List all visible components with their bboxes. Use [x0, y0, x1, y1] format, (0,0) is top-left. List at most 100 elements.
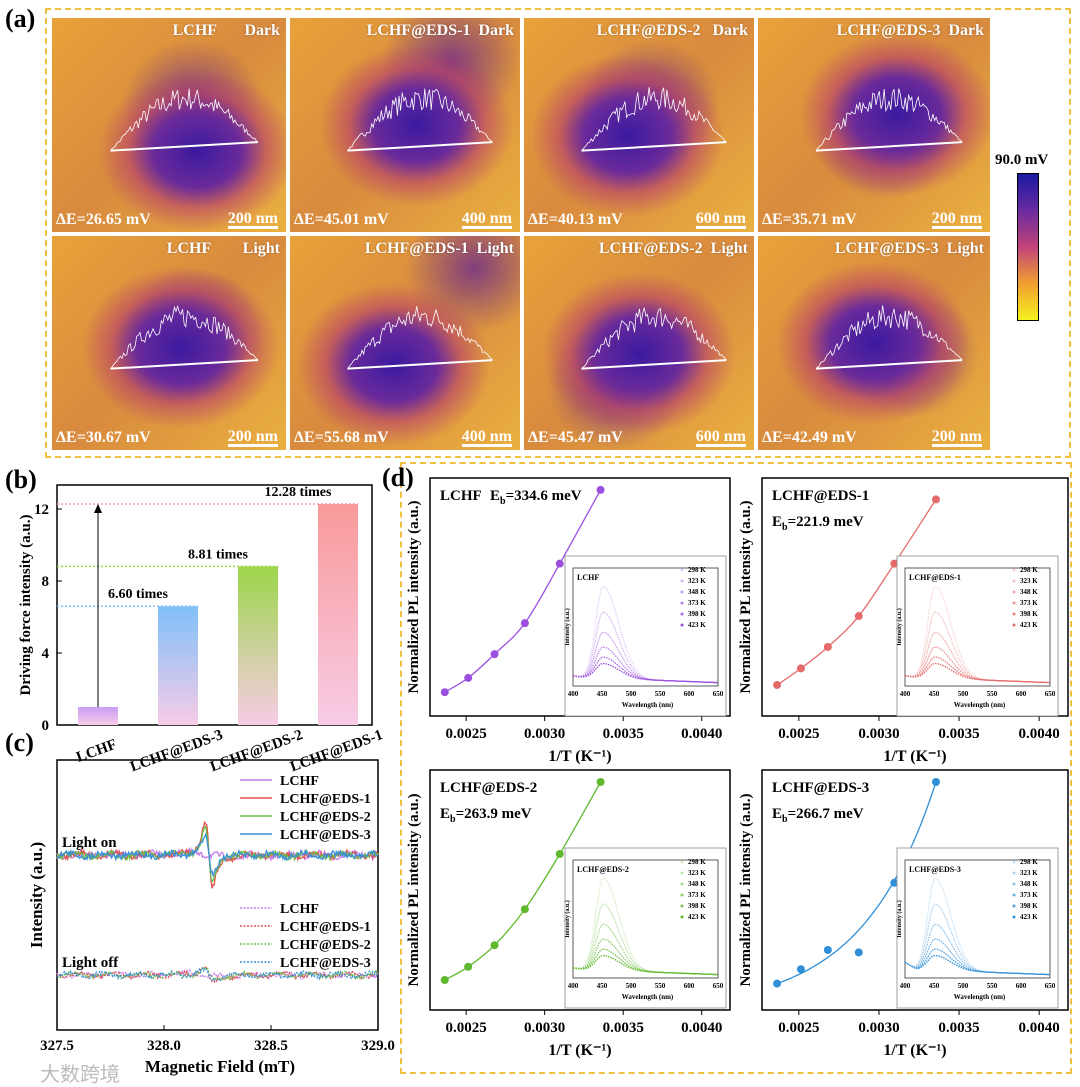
scale-bar-line	[227, 444, 278, 447]
legend-label: LCHF@EDS-1	[280, 920, 371, 935]
panel-c-label: (c)	[5, 728, 34, 757]
scale-bar: 200 nm	[931, 428, 982, 447]
data-point	[440, 688, 449, 697]
line-profile	[110, 304, 259, 370]
inset-legend-marker	[680, 590, 684, 594]
eb-subscript: b	[782, 814, 788, 825]
x-tick-label: 328.5	[254, 1038, 288, 1054]
eb-subscript: b	[450, 814, 456, 825]
data-point	[555, 850, 564, 858]
inset-spectrum	[904, 646, 1050, 684]
scale-bar-label: 400 nm	[461, 210, 512, 227]
inset-x-tick-label: 400	[568, 690, 579, 698]
inset-spectrum	[572, 646, 718, 684]
inset-title: LCHF	[577, 573, 599, 582]
y-tick-label: 12	[34, 502, 49, 518]
inset-spectrum	[904, 662, 1050, 684]
inset-legend-marker	[680, 882, 684, 886]
inset-legend-label: 323 K	[688, 869, 706, 877]
inset-legend-label: 423 K	[688, 913, 706, 921]
inset-legend-marker	[680, 612, 684, 616]
delta-e-value: ΔE=45.47 mV	[528, 429, 623, 446]
inset-axes	[904, 859, 1051, 979]
data-point	[773, 681, 782, 690]
legend-label: LCHF	[280, 902, 319, 917]
inset-legend-marker	[680, 601, 684, 605]
bar-lchf-eds-1	[318, 503, 358, 725]
y-axis-label: Normalized PL intensity (a.u.)	[738, 794, 754, 987]
inset-x-tick-label: 400	[900, 982, 911, 990]
y-axis-label: Normalized PL intensity (a.u.)	[406, 501, 422, 694]
x-tick-label: 0.0040	[1019, 726, 1060, 742]
pl-inset: LCHF@EDS-1 400 450 500 550 600 650 Wavelength (…	[896, 555, 1059, 717]
inset-x-tick-label: 450	[929, 690, 940, 698]
plot-frame	[56, 484, 373, 726]
inset-title: LCHF@EDS-1	[909, 573, 961, 582]
plot-frame	[429, 769, 731, 1011]
inset-legend-marker	[680, 860, 684, 864]
x-axis-label: 1/T (K⁻¹)	[883, 748, 946, 765]
scale-bar: 600 nm	[695, 428, 746, 447]
panel-title: LCHF	[440, 488, 482, 504]
scale-bar: 400 nm	[461, 428, 512, 447]
plot-frame	[761, 769, 1069, 1011]
inset-x-tick-label: 500	[958, 690, 969, 698]
inset-y-axis-label: Intensity (a.u.)	[564, 608, 571, 646]
watermark: 大数跨境	[40, 1062, 120, 1086]
kpfm-map-tile: LCHF@EDS-2 Light ΔE=45.47 mV 600 nm	[524, 236, 754, 450]
inset-title: LCHF@EDS-2	[577, 865, 629, 874]
inset-legend-marker	[1012, 904, 1016, 908]
data-point	[854, 948, 863, 957]
inset-x-axis-label: Wavelength (nm)	[954, 993, 1006, 1001]
inset-legend-marker	[1012, 871, 1016, 875]
inset-x-tick-label: 500	[958, 982, 969, 990]
scale-bar-label: 200 nm	[227, 428, 278, 445]
data-point	[490, 650, 499, 659]
scale-bar-line	[931, 444, 982, 447]
kpfm-map-tile: LCHF@EDS-1 Dark ΔE=45.01 mV 400 nm	[290, 18, 520, 232]
pl-panel-lchf-eds-3: 0.0025 0.0030 0.0035 0.0040 1/T (K⁻¹) Normali…	[738, 769, 1069, 1059]
inset-axes	[572, 859, 719, 979]
inset-x-tick-label: 550	[987, 982, 998, 990]
inset-legend-label: 423 K	[1020, 913, 1038, 921]
delta-e-value: ΔE=26.65 mV	[56, 211, 151, 228]
inset-x-tick-label: 650	[713, 690, 724, 698]
arrow-head-icon	[94, 503, 102, 513]
legend-label: LCHF@EDS-1	[280, 792, 371, 807]
delta-e-value: ΔE=30.67 mV	[56, 429, 151, 446]
inset-spectrum	[572, 903, 718, 976]
eb-subscript: b	[782, 522, 788, 533]
inset-x-tick-label: 550	[655, 982, 666, 990]
x-tick-label: 0.0025	[778, 726, 819, 742]
inset-y-axis-label: Intensity (a.u.)	[896, 608, 903, 646]
inset-y-axis-label: Intensity (a.u.)	[896, 900, 903, 938]
inset-legend-label: 423 K	[1020, 621, 1038, 629]
map-title: LCHF@EDS-2 Dark	[596, 22, 748, 39]
inset-y-axis-label: Intensity (a.u.)	[564, 900, 571, 938]
line-profile	[110, 88, 259, 152]
bar-annotation: 6.60 times	[108, 587, 168, 602]
inset-legend-label: 323 K	[688, 577, 706, 585]
inset-title: LCHF@EDS-3	[909, 865, 961, 874]
delta-e-value: ΔE=42.49 mV	[762, 429, 857, 446]
inset-legend-marker	[1012, 601, 1016, 605]
inset-legend-marker	[1012, 893, 1016, 897]
inset-x-tick-label: 400	[568, 982, 579, 990]
legend-label: LCHF@EDS-3	[280, 956, 371, 971]
inset-legend-marker	[1012, 568, 1016, 572]
potential-colorbar	[1017, 173, 1039, 321]
data-point	[555, 559, 564, 568]
map-title: LCHF Light	[166, 240, 280, 257]
eb-value: =266.7 meV	[788, 806, 864, 822]
map-title: LCHF@EDS-1 Light	[364, 240, 514, 257]
bar-lchf-eds-2	[238, 566, 278, 725]
eb-value: =334.6 meV	[506, 488, 582, 504]
inset-legend-label: 298 K	[1020, 566, 1038, 574]
data-point	[890, 559, 899, 568]
inset-legend-label: 398 K	[1020, 610, 1038, 618]
data-point	[520, 905, 529, 914]
inset-x-tick-label: 500	[626, 690, 637, 698]
eb-value: =221.9 meV	[788, 514, 864, 530]
line-profile	[581, 87, 727, 152]
